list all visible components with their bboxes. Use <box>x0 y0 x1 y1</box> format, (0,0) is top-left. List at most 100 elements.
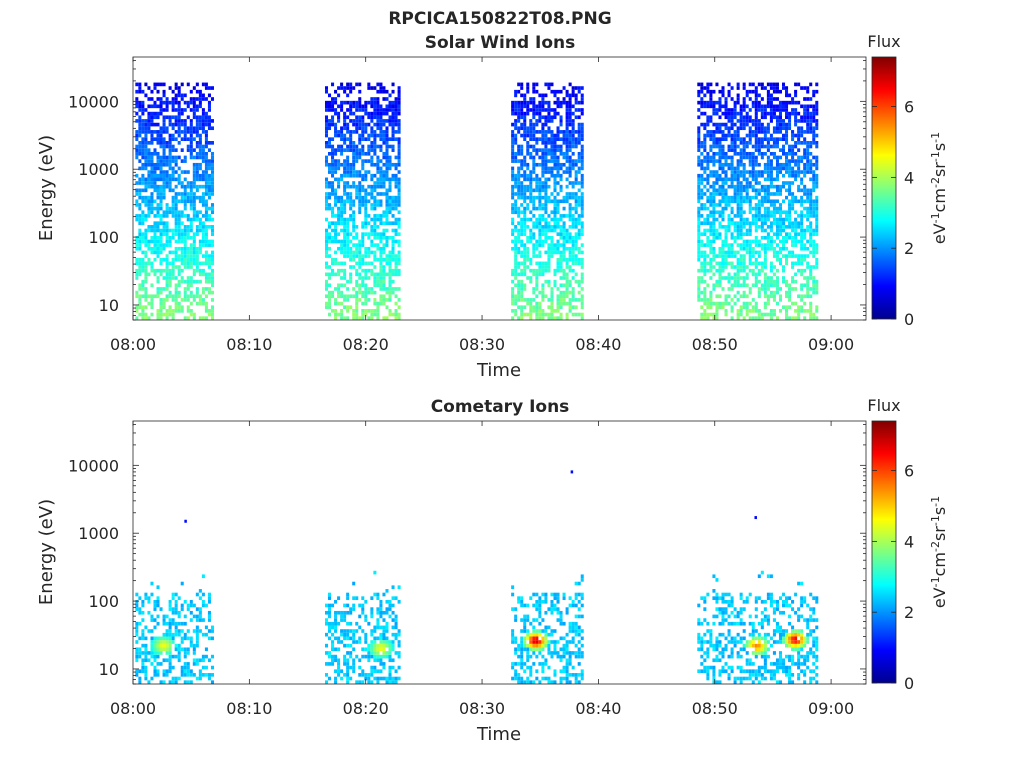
heatmap-cell <box>812 254 816 258</box>
heatmap-cell <box>562 133 566 138</box>
heatmap-cell <box>159 312 163 317</box>
heatmap-cell <box>379 232 383 236</box>
heatmap-cell <box>189 261 193 266</box>
heatmap-cell <box>343 246 347 251</box>
heatmap-cell <box>373 257 377 262</box>
heatmap-cell <box>153 640 157 644</box>
heatmap-cell <box>788 184 792 189</box>
heatmap-cell <box>580 261 584 266</box>
heatmap-cell <box>376 235 380 240</box>
heatmap-cell <box>204 254 208 258</box>
heatmap-cell <box>183 257 187 262</box>
heatmap-cell <box>162 188 166 193</box>
heatmap-cell <box>538 188 542 193</box>
heatmap-cell <box>165 203 169 207</box>
heatmap-cell <box>324 184 329 189</box>
heatmap-cell <box>529 144 533 149</box>
heatmap-cell <box>815 261 819 266</box>
heatmap-cell <box>736 86 740 90</box>
heatmap-cell <box>553 268 557 273</box>
heatmap-cell <box>809 119 813 123</box>
heatmap-cell <box>800 104 804 109</box>
heatmap-cell <box>373 188 377 193</box>
heatmap-cell <box>394 162 398 167</box>
heatmap-cell <box>800 246 804 251</box>
heatmap-cell <box>757 82 761 87</box>
heatmap-cell <box>553 184 557 189</box>
heatmap-cell <box>346 192 350 196</box>
heatmap-cell <box>754 181 758 185</box>
heatmap-cell <box>547 115 551 120</box>
heatmap-cell <box>571 181 575 185</box>
heatmap-cell <box>532 206 536 211</box>
heatmap-cell <box>189 228 193 233</box>
heatmap-cell <box>736 283 740 288</box>
heatmap-cell <box>349 254 353 258</box>
heatmap-cell <box>700 82 704 87</box>
heatmap-cell <box>367 254 371 258</box>
heatmap-cell <box>165 97 169 101</box>
heatmap-cell <box>577 298 581 302</box>
heatmap-cell <box>174 305 178 310</box>
heatmap-cell <box>150 225 154 229</box>
heatmap-cell <box>337 199 341 204</box>
heatmap-cell <box>141 177 145 182</box>
heatmap-cell <box>324 159 329 163</box>
heatmap-cell <box>745 195 749 200</box>
heatmap-cell <box>388 287 392 291</box>
heatmap-cell <box>144 312 148 317</box>
heatmap-cell <box>180 195 184 200</box>
heatmap-cell <box>195 177 199 182</box>
heatmap-cell <box>565 235 569 240</box>
heatmap-cell <box>577 159 581 163</box>
heatmap-cell <box>340 261 344 266</box>
heatmap-cell <box>388 104 392 109</box>
heatmap-cell <box>364 221 368 226</box>
heatmap-cell <box>812 312 816 317</box>
heatmap-cell <box>763 126 767 131</box>
heatmap-cell <box>328 265 332 269</box>
heatmap-cell <box>766 162 770 167</box>
heatmap-cell <box>153 607 157 611</box>
heatmap-cell <box>797 294 801 299</box>
heatmap-cell <box>736 206 740 211</box>
heatmap-cell <box>739 122 743 127</box>
heatmap-cell <box>535 89 539 94</box>
heatmap-cell <box>517 144 521 149</box>
heatmap-cell <box>147 651 151 655</box>
heatmap-cell <box>721 188 725 193</box>
heatmap-cell <box>376 122 380 127</box>
heatmap-cell <box>772 309 776 313</box>
heatmap-cell <box>815 122 819 127</box>
heatmap-cell <box>803 235 807 240</box>
heatmap-cell <box>186 279 190 284</box>
heatmap-cell <box>331 170 335 174</box>
heatmap-cell <box>385 188 389 193</box>
heatmap-cell <box>144 676 148 681</box>
heatmap-cell <box>757 141 761 145</box>
heatmap-cell <box>183 119 187 123</box>
heatmap-cell <box>574 195 578 200</box>
heatmap-cell <box>800 283 804 288</box>
heatmap-cell <box>135 89 139 94</box>
heatmap-cell <box>724 181 728 185</box>
heatmap-cell <box>550 290 554 295</box>
heatmap-cell <box>397 144 401 149</box>
heatmap-cell <box>568 104 572 109</box>
heatmap-cell <box>775 243 779 247</box>
heatmap-cell <box>147 203 151 207</box>
heatmap-cell <box>803 206 807 211</box>
heatmap-cell <box>159 316 163 320</box>
heatmap-cell <box>580 305 584 310</box>
heatmap-cell <box>379 89 383 94</box>
heatmap-cell <box>201 173 205 178</box>
heatmap-cell <box>517 206 521 211</box>
heatmap-cell <box>379 137 383 142</box>
heatmap-cell <box>571 162 575 167</box>
heatmap-cell <box>156 115 160 120</box>
heatmap-cell <box>730 217 734 222</box>
heatmap-cell <box>385 170 389 174</box>
heatmap-cell <box>736 159 740 163</box>
heatmap-cell <box>730 184 734 189</box>
heatmap-cell <box>340 100 344 105</box>
